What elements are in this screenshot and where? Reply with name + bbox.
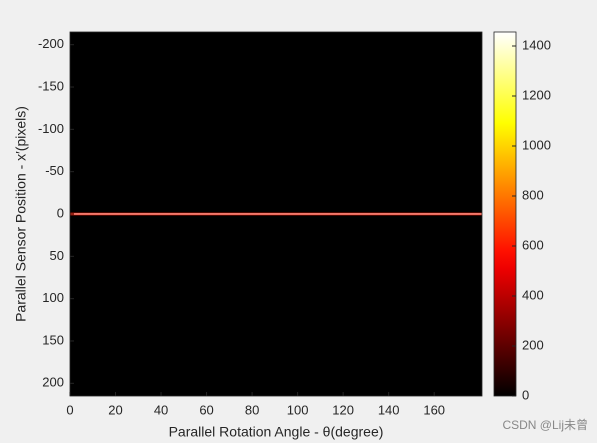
x-tick-label: 0	[66, 402, 73, 417]
x-tick-label: 60	[199, 402, 213, 417]
x-tick-label: 40	[154, 402, 168, 417]
x-axis-label: Parallel Rotation Angle - θ(degree)	[169, 424, 384, 440]
colorbar-tick-label: 600	[522, 237, 544, 252]
y-tick-label: 0	[57, 205, 64, 220]
y-tick-label: 50	[50, 248, 64, 263]
y-tick-label: 100	[42, 290, 64, 305]
colorbar-tick-label: 200	[522, 337, 544, 352]
cell-row	[70, 213, 482, 215]
y-tick-label: -150	[38, 78, 64, 93]
y-tick-label: -50	[45, 163, 64, 178]
x-tick-label: 140	[378, 402, 400, 417]
x-tick-label: 160	[423, 402, 445, 417]
colorbar-tick-label: 1000	[522, 137, 551, 152]
colorbar-tick-label: 800	[522, 187, 544, 202]
colorbar-tick-label: 1200	[522, 87, 551, 102]
cell-row	[70, 214, 482, 216]
x-tick-label: 100	[287, 402, 309, 417]
watermark: CSDN @Lij未曾	[502, 418, 588, 432]
colorbar-tick-label: 1400	[522, 37, 551, 52]
colorbar-tick-label: 0	[522, 387, 529, 402]
y-axis-label: Parallel Sensor Position - x′(pixels)	[13, 106, 29, 322]
y-tick-label: -100	[38, 121, 64, 136]
colorbar	[493, 31, 517, 397]
colorbar-tick-label: 400	[522, 287, 544, 302]
x-tick-label: 80	[245, 402, 259, 417]
x-tick-label: 20	[108, 402, 122, 417]
y-tick-label: 150	[42, 332, 64, 347]
y-tick-label: 200	[42, 375, 64, 390]
cell-row	[70, 212, 482, 214]
y-tick-label: -200	[38, 36, 64, 51]
x-tick-label: 120	[332, 402, 354, 417]
